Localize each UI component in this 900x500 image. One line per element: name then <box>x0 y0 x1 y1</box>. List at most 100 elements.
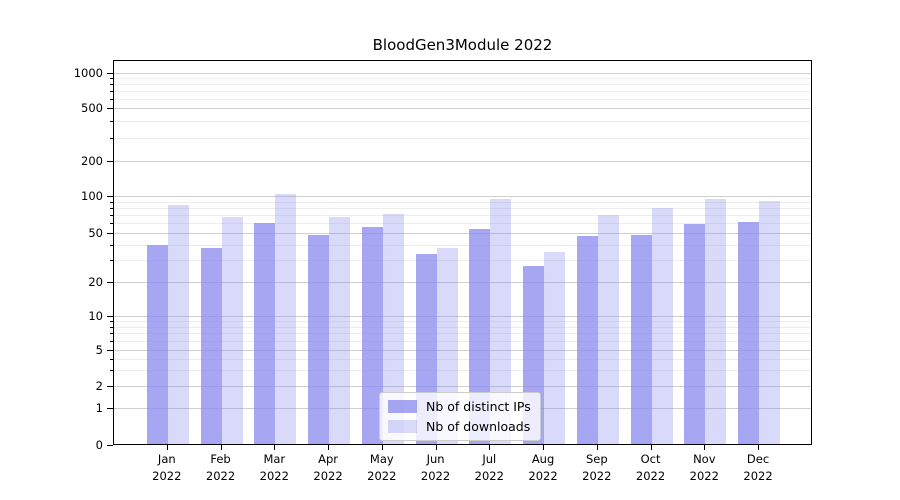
y-tick-mark-minor <box>110 120 113 122</box>
gridline-major <box>114 73 811 74</box>
y-tick-label: 1000 <box>73 66 103 80</box>
y-tick-mark <box>107 196 113 197</box>
bar-downloads-dec <box>759 201 781 444</box>
bar-distinct-ips-sep <box>576 236 598 444</box>
bar-downloads-nov <box>705 198 727 444</box>
legend-item-downloads: Nb of downloads <box>388 419 531 434</box>
y-tick-mark-minor <box>110 207 113 209</box>
gridline-minor <box>114 326 811 328</box>
y-tick-mark-minor <box>110 78 113 80</box>
legend-swatch-distinct-ips <box>388 400 417 413</box>
y-tick-label: 500 <box>81 101 103 115</box>
bar-downloads-jan <box>167 205 189 444</box>
y-tick-mark <box>107 282 113 283</box>
x-tick-mark <box>381 445 383 450</box>
y-tick-label: 1 <box>95 401 103 415</box>
y-tick-mark-minor <box>110 215 113 217</box>
bar-distinct-ips-may <box>361 226 383 444</box>
y-tick-mark-minor <box>110 137 113 139</box>
gridline-major <box>114 350 811 351</box>
gridline-major <box>114 233 811 234</box>
x-tick-mark <box>758 445 760 450</box>
y-tick-mark-minor <box>110 98 113 100</box>
y-tick-mark-minor <box>110 358 113 360</box>
gridline-minor <box>114 244 811 246</box>
x-tick-mark <box>596 445 598 450</box>
bar-downloads-feb <box>221 216 243 444</box>
bar-distinct-ips-jul <box>469 228 491 444</box>
y-tick-label: 50 <box>88 226 103 240</box>
x-tick-mark <box>489 445 491 450</box>
bar-downloads-jul <box>490 198 512 444</box>
x-tick-label-feb: Feb 2022 <box>205 452 236 483</box>
x-tick-mark <box>274 445 276 450</box>
gridline-minor <box>114 120 811 122</box>
legend: Nb of distinct IPs Nb of downloads <box>379 392 541 441</box>
gridline-minor <box>114 207 811 209</box>
gridline-minor <box>114 201 811 203</box>
gridline-minor <box>114 98 811 100</box>
gridline-major <box>114 108 811 109</box>
y-tick-mark <box>107 445 113 446</box>
y-tick-mark-minor <box>110 321 113 323</box>
y-tick-label: 100 <box>81 189 103 203</box>
gridline-minor <box>114 91 811 92</box>
legend-swatch-downloads <box>388 420 417 433</box>
bar-distinct-ips-oct <box>630 235 652 444</box>
gridline-minor <box>114 260 811 262</box>
x-tick-mark <box>328 445 330 450</box>
chart-title: BloodGen3Module 2022 <box>372 36 553 54</box>
y-tick-mark <box>107 316 113 317</box>
bar-distinct-ips-dec <box>738 222 760 444</box>
x-tick-label-aug: Aug 2022 <box>528 452 558 483</box>
y-tick-mark-minor <box>110 326 113 328</box>
x-tick-label-sep: Sep 2022 <box>582 452 612 483</box>
y-tick-mark <box>107 73 113 74</box>
y-tick-mark-minor <box>110 201 113 203</box>
x-tick-mark <box>543 445 545 450</box>
x-tick-mark <box>704 445 706 450</box>
bar-distinct-ips-mar <box>254 223 276 444</box>
gridline-minor <box>114 370 811 372</box>
y-tick-mark-minor <box>110 84 113 86</box>
bar-distinct-ips-jan <box>146 244 168 444</box>
y-tick-mark <box>107 350 113 351</box>
y-tick-label: 2 <box>95 379 103 393</box>
gridline-minor <box>114 78 811 80</box>
legend-label-distinct-ips: Nb of distinct IPs <box>426 399 531 414</box>
y-tick-label: 200 <box>81 154 103 168</box>
y-tick-mark-minor <box>110 91 113 92</box>
legend-label-downloads: Nb of downloads <box>426 419 531 434</box>
y-tick-mark-minor <box>110 333 113 335</box>
bar-downloads-oct <box>651 207 673 444</box>
x-tick-mark <box>166 445 168 450</box>
bar-distinct-ips-apr <box>308 235 330 444</box>
y-tick-label: 5 <box>95 343 103 357</box>
bar-distinct-ips-feb <box>200 247 222 444</box>
x-tick-label-jul: Jul 2022 <box>474 452 504 483</box>
y-tick-mark-minor <box>110 244 113 246</box>
legend-item-distinct-ips: Nb of distinct IPs <box>388 399 531 414</box>
bar-downloads-mar <box>275 193 297 444</box>
gridline-minor <box>114 358 811 360</box>
gridline-minor <box>114 341 811 343</box>
bar-distinct-ips-nov <box>684 224 706 444</box>
y-tick-mark <box>107 161 113 162</box>
x-tick-label-mar: Mar 2022 <box>259 452 289 483</box>
gridline-minor <box>114 215 811 217</box>
y-tick-mark-minor <box>110 223 113 225</box>
bar-downloads-sep <box>597 215 619 444</box>
y-tick-label: 0 <box>95 438 103 452</box>
gridline-major <box>114 196 811 197</box>
y-tick-mark-minor <box>110 341 113 343</box>
y-tick-label: 20 <box>88 275 103 289</box>
gridline-minor <box>114 137 811 139</box>
y-tick-mark-minor <box>110 260 113 262</box>
x-tick-label-jan: Jan 2022 <box>152 452 182 483</box>
bar-downloads-apr <box>329 216 351 444</box>
x-tick-label-apr: Apr 2022 <box>313 452 343 483</box>
x-tick-label-dec: Dec 2022 <box>743 452 773 483</box>
gridline-minor <box>114 223 811 225</box>
bar-downloads-may <box>382 213 404 444</box>
